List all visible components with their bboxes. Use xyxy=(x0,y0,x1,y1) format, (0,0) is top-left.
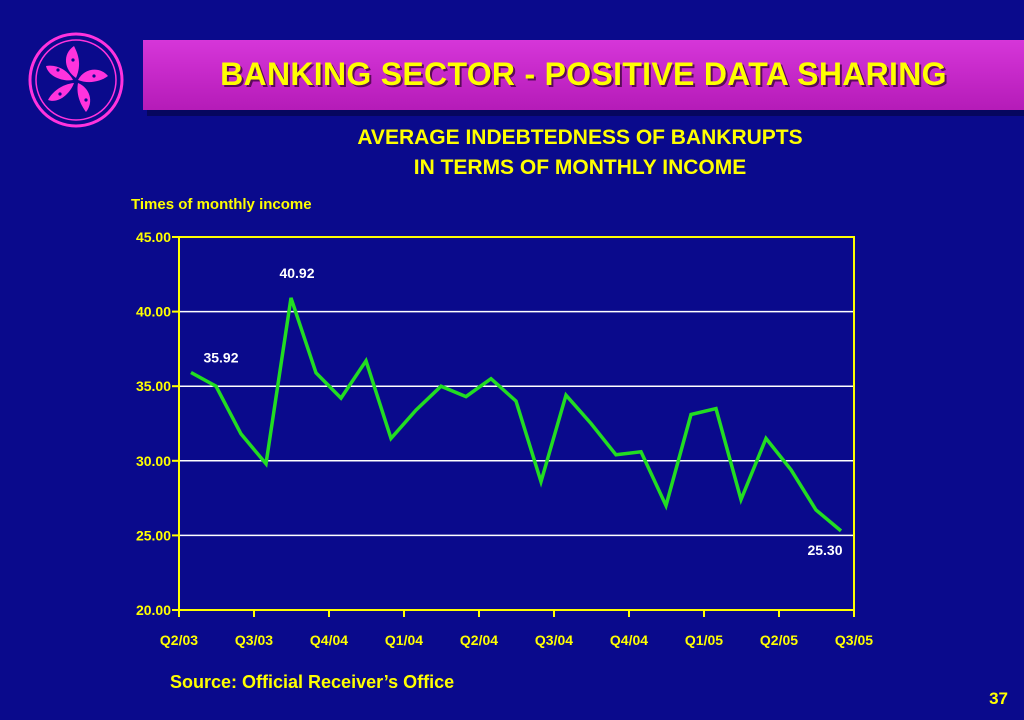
y-tick-label: 20.00 xyxy=(136,602,171,618)
y-tick-label: 30.00 xyxy=(136,453,171,469)
x-tick-label: Q2/03 xyxy=(160,632,198,648)
data-label: 35.92 xyxy=(203,349,238,365)
x-tick-label: Q3/05 xyxy=(835,632,873,648)
page-title: BANKING SECTOR - POSITIVE DATA SHARING xyxy=(220,56,947,92)
x-tick-label: Q4/04 xyxy=(610,632,648,648)
chart-title: AVERAGE INDEBTEDNESS OF BANKRUPTS xyxy=(357,126,803,149)
x-tick-label: Q1/04 xyxy=(385,632,423,648)
source-note: Source: Official Receiver’s Office xyxy=(170,672,455,692)
y-tick-label: 35.00 xyxy=(136,378,171,394)
x-tick-label: Q2/04 xyxy=(460,632,498,648)
x-tick-label: Q3/03 xyxy=(235,632,273,648)
y-axis-label: Times of monthly income xyxy=(131,196,312,213)
x-tick-label: Q2/05 xyxy=(760,632,798,648)
page-number: 37 xyxy=(989,689,1008,708)
x-tick-label: Q1/05 xyxy=(685,632,723,648)
series-line xyxy=(190,297,843,533)
bauhinia-flower-icon xyxy=(28,32,124,128)
y-tick-label: 25.00 xyxy=(136,527,171,543)
chart-subtitle: IN TERMS OF MONTHLY INCOME xyxy=(413,156,747,179)
title-bar: BANKING SECTOR - POSITIVE DATA SHARING xyxy=(143,40,1024,110)
y-tick-label: 45.00 xyxy=(136,229,171,245)
plot-frame xyxy=(178,236,855,611)
x-tick-label: Q3/04 xyxy=(535,632,573,648)
y-tick-label: 40.00 xyxy=(136,304,171,320)
x-tick-label: Q4/04 xyxy=(310,632,348,648)
data-label: 25.30 xyxy=(807,542,842,558)
data-label: 40.92 xyxy=(279,265,314,281)
